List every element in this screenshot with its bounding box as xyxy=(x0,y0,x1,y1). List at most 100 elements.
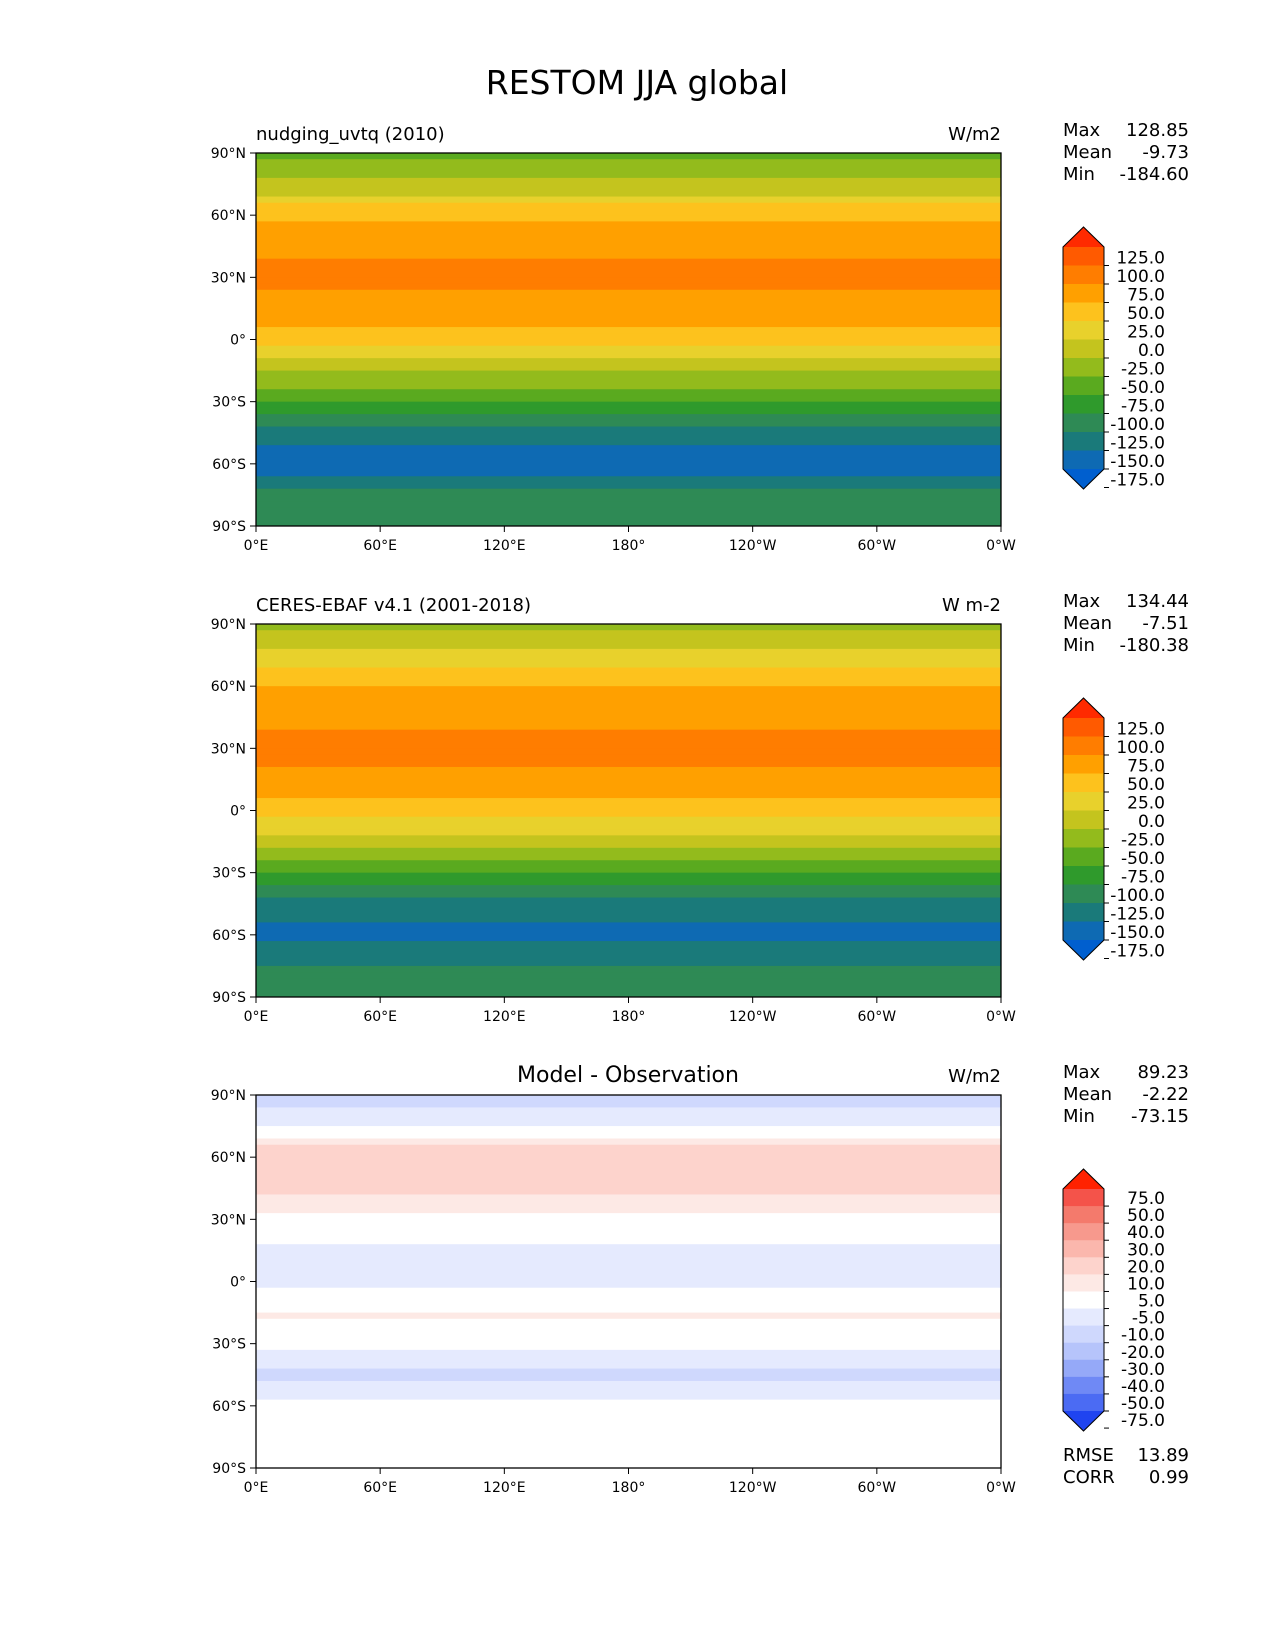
field-band xyxy=(256,673,1001,681)
colorbar-label: -50.0 xyxy=(1121,378,1165,398)
field-band xyxy=(256,271,1001,278)
field-band xyxy=(256,445,1001,452)
stat-label: Mean xyxy=(1063,142,1112,163)
field-band xyxy=(256,630,1001,638)
field-band xyxy=(256,376,1001,384)
colorbar-extend-top xyxy=(1063,227,1104,247)
field-band xyxy=(256,1443,1001,1450)
colorbar-label: -50.0 xyxy=(1121,849,1165,869)
field-band xyxy=(256,277,1001,285)
field-band xyxy=(256,1175,1001,1183)
field-band xyxy=(256,501,1001,508)
field-band xyxy=(256,1206,1001,1214)
colorbar-label: 50.0 xyxy=(1127,1206,1165,1226)
field-band xyxy=(256,810,1001,818)
field-band xyxy=(256,779,1001,787)
colorbar-segment xyxy=(1063,829,1104,848)
field-band xyxy=(256,648,1001,656)
field-band xyxy=(256,804,1001,812)
field-band xyxy=(256,866,1001,874)
y-tick-label: 60°S xyxy=(212,928,246,944)
field-band xyxy=(256,190,1001,198)
map-panel: Model - Observation W/m2 90°N 60°N 30°N 0° 30°… xyxy=(211,1062,1189,1496)
colorbar-label: 5.0 xyxy=(1138,1292,1165,1312)
metric-value: 13.89 xyxy=(1137,1445,1189,1466)
colorbar-segment xyxy=(1063,1257,1104,1275)
colorbar-segment xyxy=(1063,1206,1104,1224)
field-band xyxy=(256,735,1001,743)
field-band xyxy=(256,370,1001,378)
field-band xyxy=(256,829,1001,836)
field-band xyxy=(256,1119,1001,1127)
field-band xyxy=(256,470,1001,477)
colorbar-extend-bottom xyxy=(1063,940,1104,960)
colorbar-extend-bottom xyxy=(1063,469,1104,489)
field-band xyxy=(256,1262,1001,1270)
colorbar-segment xyxy=(1063,736,1104,756)
colorbar-label: -75.0 xyxy=(1121,397,1165,417)
colorbar-label: 125.0 xyxy=(1116,720,1165,740)
field-band xyxy=(256,885,1001,892)
map-field xyxy=(256,1095,1001,1468)
field-band xyxy=(256,513,1001,521)
field-band xyxy=(256,1399,1001,1407)
x-tick-label: 120°E xyxy=(483,538,526,554)
field-band xyxy=(256,507,1001,515)
field-band xyxy=(256,642,1001,650)
stat-label: Min xyxy=(1063,1106,1095,1127)
stat-value: 134.44 xyxy=(1126,591,1189,612)
colorbar-label: 25.0 xyxy=(1127,794,1165,814)
field-band xyxy=(256,153,1001,160)
field-band xyxy=(256,959,1001,967)
field-band xyxy=(256,1374,1001,1382)
field-band xyxy=(256,872,1001,880)
field-band xyxy=(256,389,1001,397)
field-band xyxy=(256,922,1001,930)
field-band xyxy=(256,953,1001,961)
stat-label: Min xyxy=(1063,635,1095,656)
metric-value: 0.99 xyxy=(1149,1467,1189,1488)
field-band xyxy=(256,835,1001,843)
y-tick-label: 90°N xyxy=(211,146,246,162)
field-band xyxy=(256,177,1001,185)
x-tick-label: 180° xyxy=(612,538,646,554)
field-band xyxy=(256,1188,1001,1196)
x-tick-label: 180° xyxy=(612,1009,646,1025)
colorbar-label: 25.0 xyxy=(1127,323,1165,343)
field-band xyxy=(256,451,1001,459)
field-band xyxy=(256,667,1001,675)
metric-label: CORR xyxy=(1063,1467,1115,1488)
field-band xyxy=(256,723,1001,731)
field-band xyxy=(256,221,1001,229)
field-band xyxy=(256,878,1001,886)
x-tick-label: 120°W xyxy=(729,1009,777,1025)
field-band xyxy=(256,1200,1001,1208)
map-field xyxy=(256,624,1001,997)
x-tick-label: 120°E xyxy=(483,1480,526,1496)
colorbar-label: 20.0 xyxy=(1127,1257,1165,1277)
field-band xyxy=(256,816,1001,824)
colorbar-label: -50.0 xyxy=(1121,1394,1165,1414)
field-band xyxy=(256,1349,1001,1357)
field-band xyxy=(256,395,1001,403)
colorbar-segment xyxy=(1063,247,1104,266)
field-band xyxy=(256,327,1001,334)
field-band xyxy=(256,1356,1001,1363)
colorbar-segment xyxy=(1063,1308,1104,1327)
field-band xyxy=(256,748,1001,756)
field-band xyxy=(256,798,1001,805)
colorbar-label: -125.0 xyxy=(1110,434,1165,454)
colorbar-label: -100.0 xyxy=(1110,886,1165,906)
field-band xyxy=(256,1418,1001,1426)
field-band xyxy=(256,941,1001,948)
x-tick-label: 0°W xyxy=(986,1009,1016,1025)
y-tick-label: 0° xyxy=(230,1275,246,1291)
colorbar-segment xyxy=(1063,1325,1104,1344)
field-band xyxy=(256,364,1001,372)
field-band xyxy=(256,1225,1001,1233)
colorbar-label: -75.0 xyxy=(1121,1411,1165,1431)
colorbar-label: 30.0 xyxy=(1127,1240,1165,1260)
field-band xyxy=(256,1449,1001,1457)
colorbar-label: 0.0 xyxy=(1138,341,1165,361)
field-band xyxy=(256,704,1001,712)
